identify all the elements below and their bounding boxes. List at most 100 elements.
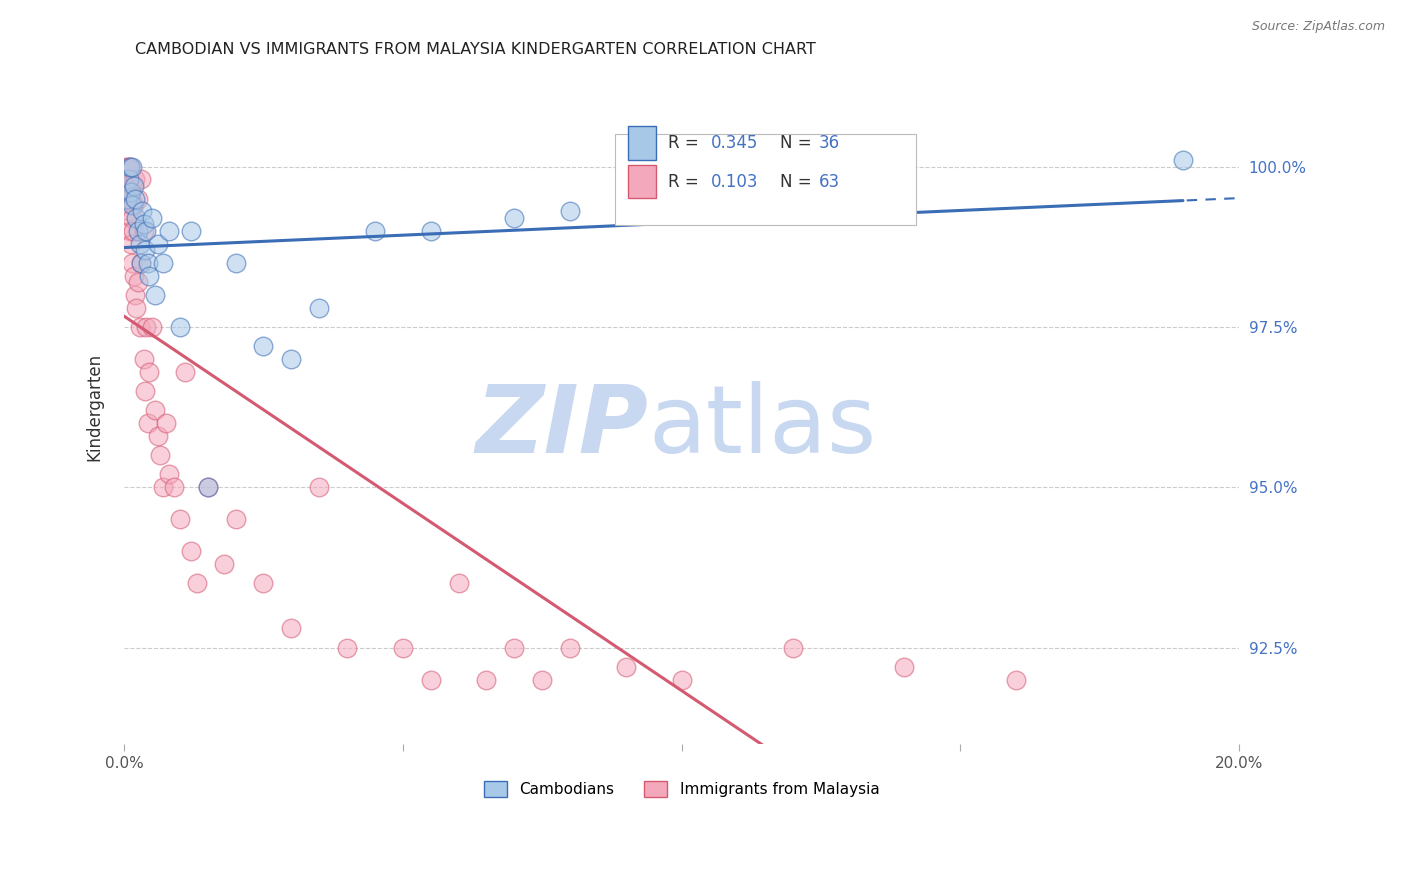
- Point: [117, 160, 139, 174]
- Text: 0.103: 0.103: [710, 172, 758, 191]
- Point: [143, 288, 166, 302]
- Point: [447, 576, 470, 591]
- Text: CAMBODIAN VS IMMIGRANTS FROM MALAYSIA KINDERGARTEN CORRELATION CHART: CAMBODIAN VS IMMIGRANTS FROM MALAYSIA KI…: [135, 42, 815, 57]
- Point: [1005, 673, 1028, 687]
- Point: [169, 512, 191, 526]
- Point: [225, 256, 247, 270]
- Point: [503, 640, 526, 655]
- Point: [419, 673, 441, 687]
- Point: [197, 480, 219, 494]
- FancyBboxPatch shape: [614, 135, 915, 226]
- Point: [136, 256, 159, 270]
- Point: [129, 256, 152, 270]
- Text: ZIP: ZIP: [475, 381, 648, 474]
- Point: [225, 512, 247, 526]
- Point: [127, 192, 149, 206]
- Point: [120, 236, 142, 251]
- Point: [124, 288, 146, 302]
- Point: [186, 576, 208, 591]
- Point: [419, 224, 441, 238]
- Text: atlas: atlas: [648, 381, 876, 474]
- Text: Source: ZipAtlas.com: Source: ZipAtlas.com: [1251, 20, 1385, 33]
- Point: [138, 365, 160, 379]
- Point: [125, 301, 148, 315]
- Point: [280, 621, 302, 635]
- Text: 0.345: 0.345: [710, 134, 758, 153]
- Point: [135, 319, 157, 334]
- FancyBboxPatch shape: [628, 127, 655, 160]
- Point: [157, 224, 180, 238]
- Point: [146, 236, 169, 251]
- Point: [122, 224, 145, 238]
- Y-axis label: Kindergarten: Kindergarten: [86, 353, 103, 461]
- Point: [117, 172, 139, 186]
- Text: R =: R =: [668, 172, 704, 191]
- Point: [180, 224, 202, 238]
- Point: [128, 236, 150, 251]
- Point: [132, 351, 155, 366]
- Point: [364, 224, 387, 238]
- Point: [782, 640, 804, 655]
- Point: [115, 172, 138, 186]
- Point: [146, 429, 169, 443]
- Point: [120, 192, 142, 206]
- Point: [308, 480, 330, 494]
- Point: [118, 224, 141, 238]
- Point: [143, 403, 166, 417]
- Point: [163, 480, 186, 494]
- Point: [124, 192, 146, 206]
- Point: [121, 198, 143, 212]
- Point: [132, 224, 155, 238]
- Point: [129, 172, 152, 186]
- Point: [169, 319, 191, 334]
- Point: [252, 339, 274, 353]
- Point: [121, 160, 143, 174]
- Point: [152, 480, 174, 494]
- Point: [152, 256, 174, 270]
- Point: [121, 178, 143, 193]
- Text: 36: 36: [818, 134, 839, 153]
- Point: [558, 204, 581, 219]
- Point: [503, 211, 526, 225]
- Text: R =: R =: [668, 134, 704, 153]
- Point: [1173, 153, 1195, 168]
- Point: [120, 186, 142, 200]
- Point: [671, 192, 693, 206]
- Point: [134, 384, 156, 398]
- Point: [121, 211, 143, 225]
- Point: [132, 217, 155, 231]
- Point: [117, 178, 139, 193]
- Point: [531, 673, 554, 687]
- Point: [122, 198, 145, 212]
- Point: [141, 211, 163, 225]
- Point: [134, 243, 156, 257]
- Point: [127, 224, 149, 238]
- Point: [125, 211, 148, 225]
- Text: 63: 63: [818, 172, 839, 191]
- Point: [118, 186, 141, 200]
- Point: [114, 192, 136, 206]
- Point: [174, 365, 197, 379]
- Point: [392, 640, 415, 655]
- Point: [128, 319, 150, 334]
- Point: [124, 172, 146, 186]
- Point: [308, 301, 330, 315]
- Point: [197, 480, 219, 494]
- Point: [114, 160, 136, 174]
- Point: [180, 544, 202, 558]
- Point: [336, 640, 359, 655]
- Point: [614, 659, 637, 673]
- Point: [135, 224, 157, 238]
- Point: [129, 256, 152, 270]
- Point: [117, 204, 139, 219]
- Point: [280, 351, 302, 366]
- Point: [115, 192, 138, 206]
- Point: [131, 204, 153, 219]
- Point: [136, 416, 159, 430]
- Text: N =: N =: [779, 172, 817, 191]
- Point: [122, 268, 145, 283]
- Point: [671, 673, 693, 687]
- Text: N =: N =: [779, 134, 817, 153]
- FancyBboxPatch shape: [628, 165, 655, 198]
- Point: [122, 178, 145, 193]
